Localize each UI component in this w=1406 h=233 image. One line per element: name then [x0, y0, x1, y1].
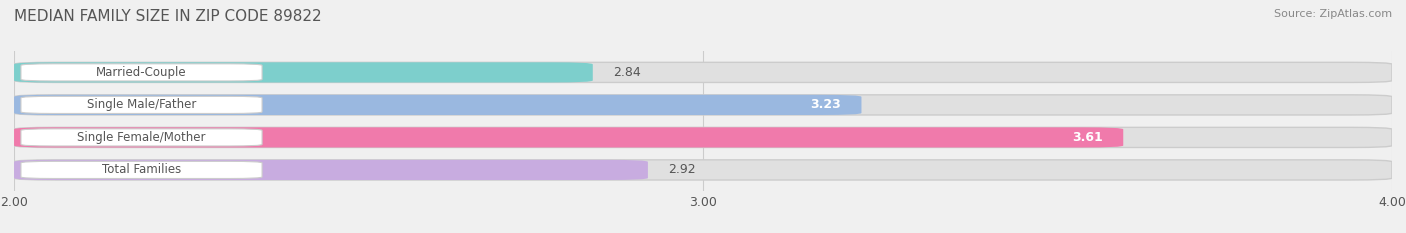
FancyBboxPatch shape	[14, 127, 1392, 147]
Text: Single Female/Mother: Single Female/Mother	[77, 131, 205, 144]
FancyBboxPatch shape	[14, 160, 648, 180]
Text: 3.23: 3.23	[810, 98, 841, 111]
Text: Single Male/Father: Single Male/Father	[87, 98, 197, 111]
Text: 2.92: 2.92	[668, 163, 696, 176]
FancyBboxPatch shape	[21, 129, 262, 146]
FancyBboxPatch shape	[21, 64, 262, 81]
Text: Married-Couple: Married-Couple	[96, 66, 187, 79]
Text: MEDIAN FAMILY SIZE IN ZIP CODE 89822: MEDIAN FAMILY SIZE IN ZIP CODE 89822	[14, 9, 322, 24]
FancyBboxPatch shape	[14, 95, 1392, 115]
FancyBboxPatch shape	[14, 95, 862, 115]
FancyBboxPatch shape	[14, 62, 1392, 82]
FancyBboxPatch shape	[14, 160, 1392, 180]
FancyBboxPatch shape	[21, 96, 262, 113]
Text: 3.61: 3.61	[1071, 131, 1102, 144]
Text: 2.84: 2.84	[613, 66, 641, 79]
FancyBboxPatch shape	[14, 62, 593, 82]
FancyBboxPatch shape	[21, 161, 262, 178]
Text: Source: ZipAtlas.com: Source: ZipAtlas.com	[1274, 9, 1392, 19]
FancyBboxPatch shape	[14, 127, 1123, 147]
Text: Total Families: Total Families	[101, 163, 181, 176]
